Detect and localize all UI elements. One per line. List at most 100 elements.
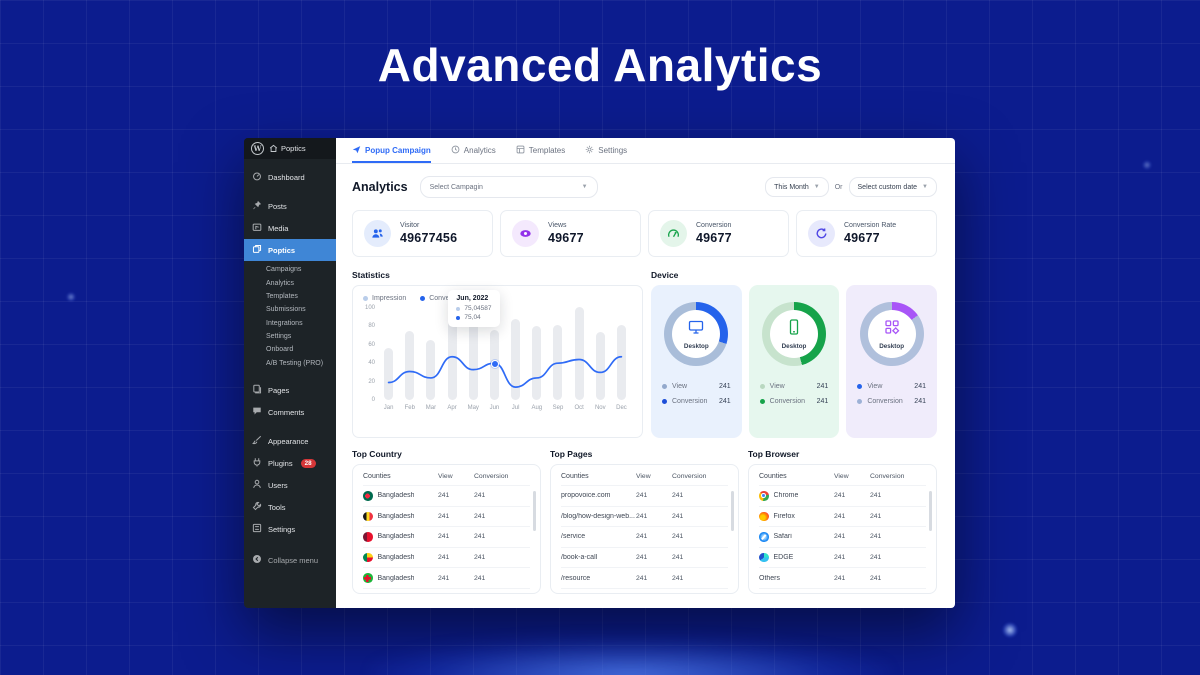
submenu-item-onboard[interactable]: Onboard [266,346,294,354]
table-scrollbar[interactable] [731,491,734,531]
legend-value: 241 [718,398,731,405]
row-label: /book-a-call [561,554,598,562]
plugins-icon [252,457,262,469]
device-donut: Desktop [859,302,924,366]
bar-slot [526,308,547,400]
comments-icon [252,406,262,418]
apps-icon [883,318,901,341]
gear-icon [585,145,594,156]
submenu-item-templates[interactable]: Templates [266,292,298,300]
row-label-cell: Others [759,575,834,582]
table-scrollbar[interactable] [929,491,932,531]
analytics-title: Analytics [352,180,408,194]
tab-popup-campaign[interactable]: Popup Campaign [352,138,431,163]
row-label-cell: Chrome [759,491,834,501]
sidebar-item-posts[interactable]: Posts [244,195,336,217]
template-icon [516,145,525,156]
ethiopia-flag-icon [363,573,373,583]
sidebar-item-dashboard[interactable]: Dashboard [244,166,336,188]
sidebar-item-label: Media [268,223,289,233]
statistics-section: Statistics Impression Conversion 0 20 40 60 8… [352,270,643,438]
page-title: Advanced Analytics [377,39,823,91]
plugins-update-badge: 28 [300,458,316,468]
sidebar-item-label: Tools [268,502,286,512]
home-icon [269,144,278,152]
sidebar-item-media[interactable]: Media [244,217,336,239]
impression-bar-feb [405,331,415,400]
row-view-value: 241 [636,554,648,562]
submenu-item-analytics[interactable]: Analytics [266,279,295,287]
admin-screenshot: W Poptics Dashboard Posts Media Poptics Camp… [244,138,955,608]
top-country-table: Counties View Conversion Bangladesh 241 241 Ba… [352,464,541,594]
wordpress-logo-icon[interactable]: W [251,142,264,155]
period-select[interactable]: This Month ▼ [765,177,829,197]
tab-settings[interactable]: Settings [585,138,627,163]
row-conversion-value: 241 [870,492,882,500]
row-label: /resource [561,574,591,582]
bar-slot [590,308,611,400]
sidebar-item-appearance[interactable]: Appearance [244,430,336,452]
sidebar-item-users[interactable]: Users [244,474,336,496]
bar-slot [378,308,399,400]
row-label-cell: Bangladesh [363,573,438,583]
sidebar-item-label: Comments [268,407,305,417]
analytics-content: Analytics Select Campagin ▼ This Month ▼… [336,164,955,608]
row-conversion-value: 241 [870,554,882,562]
sparkle-decoration [66,292,76,302]
row-view-value: 241 [438,492,450,500]
tab-label: Popup Campaign [365,146,431,155]
sidebar-item-comments[interactable]: Comments [244,401,336,423]
legend-dot [759,384,765,389]
sidebar-item-tools[interactable]: Tools [244,496,336,518]
row-label-cell: Firefox [759,511,834,522]
sidebar-item-pages[interactable]: Pages [244,379,336,401]
row-conversion-value: 241 [474,512,486,520]
site-menu[interactable]: Poptics [269,144,306,153]
submenu-item-submissions[interactable]: Submissions [266,306,306,314]
submenu-item-campaigns[interactable]: Campaigns [266,266,302,274]
tooltip-value-row: 75,04 [456,314,491,321]
submenu-item-integrations[interactable]: Integrations [266,319,303,327]
stat-label: Visitor [400,222,420,229]
column-header: View [636,473,651,480]
tools-icon [252,501,262,513]
sidebar-item-poptics[interactable]: Poptics [244,239,336,261]
sidebar-item-label: Users [268,480,288,490]
tab-analytics[interactable]: Analytics [451,138,496,163]
device-legend: View 241 Conversion 241 [759,379,828,409]
table-row: Others 241 241 [759,568,926,589]
row-label: Bangladesh [377,512,415,520]
table-scrollbar[interactable] [533,491,536,531]
row-label-cell: propovoice.com [561,492,636,499]
table-row: /service 241 241 [561,527,728,548]
device-legend-view: View 241 [857,379,926,394]
row-label: Bangladesh [377,574,415,582]
device-card-2: Desktop View 241 Conversion 241 [846,285,937,438]
column-header: Counties [759,473,787,480]
chevron-down-icon: ▼ [922,184,928,190]
row-label: Chrome [773,492,799,500]
sidebar-item-settings[interactable]: Settings [244,518,336,540]
sidebar-item-plugins[interactable]: Plugins 28 [244,452,336,474]
campaign-select[interactable]: Select Campagin ▼ [419,176,598,198]
qatar-flag-icon [363,532,373,542]
custom-date-select[interactable]: Select custom date ▼ [848,177,937,197]
phone-icon [785,318,803,341]
tooltip-dot [456,306,461,311]
submenu-item-a-b-testing-pro-[interactable]: A/B Testing (PRO) [266,359,324,367]
tab-label: Templates [528,146,566,155]
column-header: Counties [561,473,589,480]
settings-icon [252,523,262,535]
chrome-icon [759,491,769,501]
media-icon [252,222,262,234]
device-legend-view: View 241 [662,379,731,394]
tab-templates[interactable]: Templates [516,138,565,163]
appearance-icon [252,435,262,447]
bar-slot [569,307,590,400]
top-browser-title: Top Browser [748,449,800,459]
row-view-value: 241 [834,554,846,562]
submenu-item-settings[interactable]: Settings [266,333,292,341]
sparkle-decoration [1002,622,1018,638]
collapse-menu-button[interactable]: Collapse menu [244,549,336,571]
stat-value: 49677456 [400,231,458,245]
